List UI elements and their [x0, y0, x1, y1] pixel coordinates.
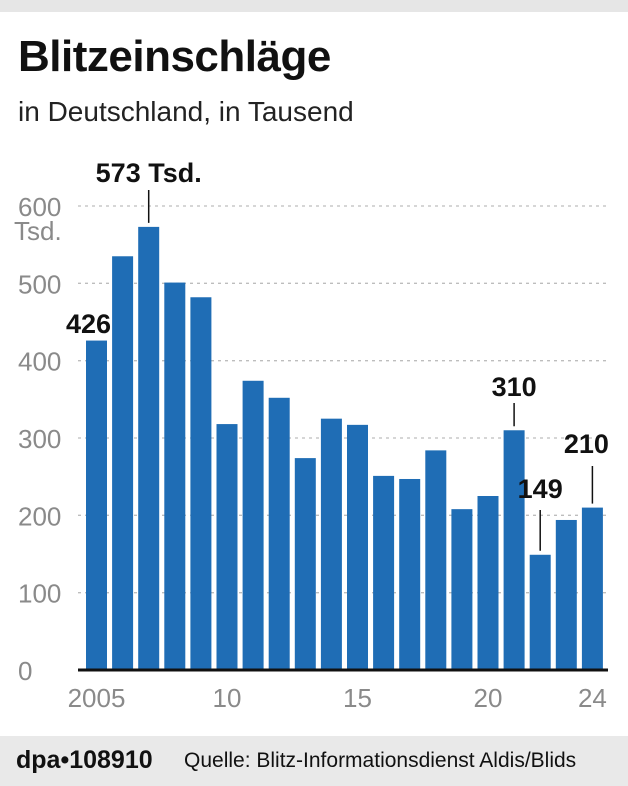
bar — [164, 282, 186, 670]
bar — [555, 519, 577, 670]
y-tick-label: 600 — [18, 192, 61, 222]
bar — [373, 475, 395, 670]
graphic-code: dpa•108910 — [16, 746, 153, 774]
y-tick-label: 0 — [18, 656, 32, 686]
bar — [216, 424, 238, 670]
top-strip — [0, 0, 628, 12]
bar — [138, 226, 160, 670]
x-tick-label: 20 — [474, 683, 503, 713]
source-note: Quelle: Blitz-Informationsdienst Aldis/B… — [184, 749, 577, 772]
x-tick-label: 15 — [343, 683, 372, 713]
x-tick-label: 2005 — [68, 683, 126, 713]
data-label: 573 Tsd. — [96, 158, 202, 188]
bar — [242, 380, 264, 670]
x-tick-label: 10 — [213, 683, 242, 713]
bar — [190, 297, 212, 670]
y-tick-label: 400 — [18, 347, 61, 377]
x-tick-label: 24 — [578, 683, 607, 713]
bar — [294, 458, 316, 670]
bar — [425, 450, 447, 670]
data-label: 149 — [518, 474, 563, 504]
bar — [451, 509, 473, 670]
bar — [86, 340, 107, 670]
data-label: 426 — [66, 309, 111, 339]
bar — [112, 256, 134, 670]
y-tick-label: 200 — [18, 501, 61, 531]
y-tick-label: 100 — [18, 579, 61, 609]
y-tick-label: 500 — [18, 269, 61, 299]
y-tick-label: 300 — [18, 424, 61, 454]
y-unit-label: Tsd. — [14, 216, 62, 246]
chart-title: Blitzeinschläge — [18, 32, 331, 81]
data-label: 310 — [492, 372, 537, 402]
bar — [347, 424, 368, 670]
bar — [399, 478, 421, 670]
bar — [477, 496, 499, 670]
bar — [503, 430, 525, 670]
data-label: 210 — [564, 429, 609, 459]
footer: dpa•108910 Quelle: Blitz-Informationsdie… — [0, 736, 628, 786]
chart-subtitle: in Deutschland, in Tausend — [18, 96, 354, 127]
bar — [320, 418, 342, 670]
bar — [268, 397, 290, 670]
bar — [529, 554, 551, 670]
bar — [581, 507, 603, 670]
